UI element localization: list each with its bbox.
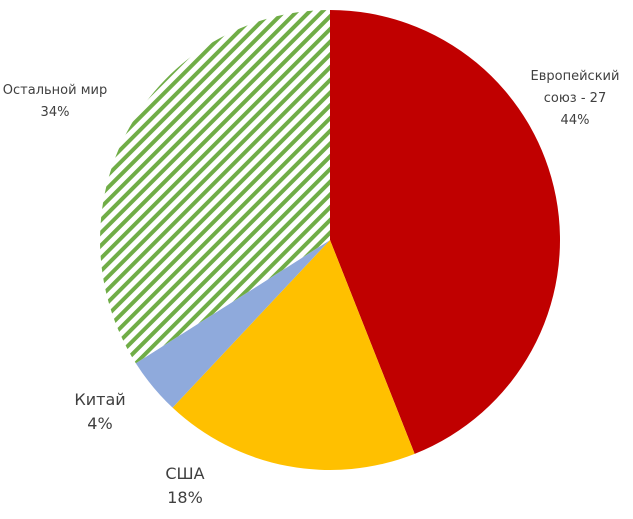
pie-slice xyxy=(172,240,415,470)
category-label: Остальной мир xyxy=(2,83,108,98)
category-label: Европейский союз - 27 xyxy=(530,69,620,107)
slice-label: Остальной мир 34% xyxy=(0,80,110,124)
value-label: 34% xyxy=(40,105,70,121)
value-label: 4% xyxy=(87,414,113,433)
value-label: 44% xyxy=(560,113,590,129)
slice-label: Европейский союз - 27 44% xyxy=(515,66,633,132)
pie-slice xyxy=(99,10,330,364)
pie-slice xyxy=(330,10,560,454)
slice-label: США 18% xyxy=(150,462,220,510)
slice-label: Китай 4% xyxy=(60,388,140,436)
category-label: Китай xyxy=(74,390,126,409)
category-label: США xyxy=(165,464,205,483)
pie-slice xyxy=(135,240,330,408)
value-label: 18% xyxy=(167,488,203,507)
